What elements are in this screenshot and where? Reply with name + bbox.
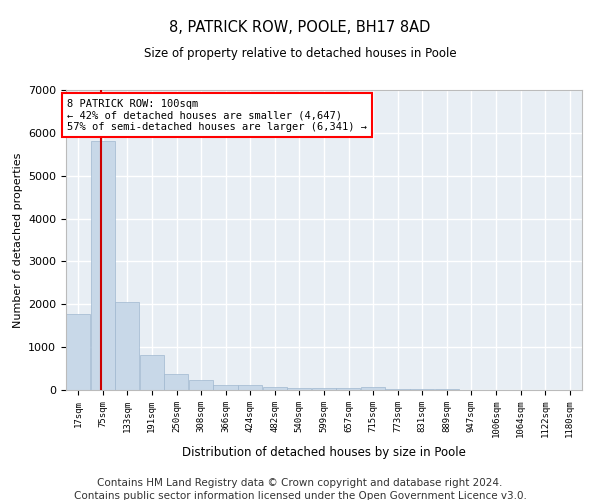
Bar	[164, 374, 188, 390]
X-axis label: Distribution of detached houses by size in Poole: Distribution of detached houses by size …	[182, 446, 466, 458]
Text: 8, PATRICK ROW, POOLE, BH17 8AD: 8, PATRICK ROW, POOLE, BH17 8AD	[169, 20, 431, 35]
Bar	[312, 388, 336, 390]
Bar	[385, 389, 410, 390]
Bar	[361, 388, 385, 390]
Text: Size of property relative to detached houses in Poole: Size of property relative to detached ho…	[143, 48, 457, 60]
Text: Contains HM Land Registry data © Crown copyright and database right 2024.: Contains HM Land Registry data © Crown c…	[97, 478, 503, 488]
Bar	[287, 388, 311, 390]
Bar	[263, 387, 287, 390]
Y-axis label: Number of detached properties: Number of detached properties	[13, 152, 23, 328]
Bar	[115, 302, 139, 390]
Bar	[91, 140, 115, 390]
Text: Contains public sector information licensed under the Open Government Licence v3: Contains public sector information licen…	[74, 491, 526, 500]
Bar	[337, 388, 361, 390]
Text: 8 PATRICK ROW: 100sqm
← 42% of detached houses are smaller (4,647)
57% of semi-d: 8 PATRICK ROW: 100sqm ← 42% of detached …	[67, 98, 367, 132]
Bar	[66, 314, 90, 390]
Bar	[214, 385, 238, 390]
Bar	[238, 386, 262, 390]
Bar	[140, 355, 164, 390]
Bar	[189, 380, 213, 390]
